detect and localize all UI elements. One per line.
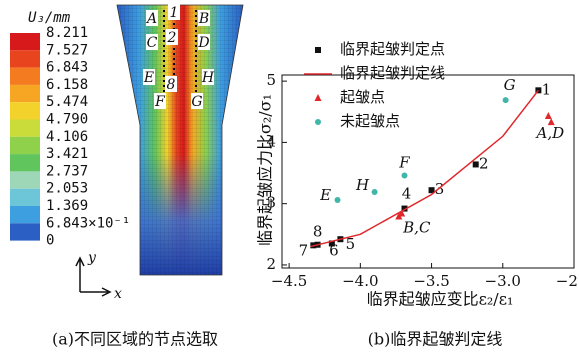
y-tick-label: 3 — [266, 194, 276, 212]
point-label: 8 — [313, 223, 323, 241]
point — [503, 97, 509, 103]
legend-label: 临界起皱判定点 — [340, 40, 445, 58]
x-tick-label: −4.5 — [271, 272, 307, 290]
colorbar-label: 1.369 — [46, 198, 88, 214]
node-label: A — [145, 11, 157, 27]
colorbar-label: 3.421 — [46, 146, 88, 162]
caption: (a)不同区域的节点选取 — [52, 330, 218, 349]
page: { "panel_a": { "colorbar_title": "U₃/mm"… — [0, 0, 579, 357]
colorbar-band — [10, 33, 40, 50]
figure: U₃/mm (a)不同区域的节点选取 (b)临界起皱判定线 临界起皱应变比ε₂/… — [0, 0, 579, 357]
point-label: A,D — [535, 124, 565, 142]
colorbar-label: 6.843×10⁻¹ — [46, 215, 130, 231]
point — [473, 161, 479, 167]
colorbar-label: 4.106 — [46, 129, 88, 145]
legend-marker — [315, 119, 321, 125]
y-axis-label: 临界起皱应力比σ₂/σ₁ — [256, 94, 275, 246]
point-label: 7 — [299, 241, 309, 259]
legend-marker — [315, 47, 321, 53]
point — [335, 197, 341, 203]
node-label: F — [154, 94, 166, 110]
colorbar-label: 6.843 — [46, 60, 88, 76]
point-label: 4 — [402, 185, 412, 203]
node-label: D — [197, 35, 209, 51]
colorbar-band — [10, 85, 40, 102]
point-label: E — [319, 186, 331, 204]
point-label: 1 — [542, 80, 552, 98]
contour-image — [117, 5, 243, 275]
colorbar-title: U₃/mm — [28, 10, 71, 26]
caption: (b)临界起皱判定线 — [368, 330, 503, 349]
node-label: 8 — [167, 77, 176, 93]
point-label: 3 — [435, 180, 445, 198]
point — [545, 112, 552, 119]
colorbar-band — [10, 120, 40, 137]
point — [548, 118, 555, 125]
node-label: H — [201, 70, 215, 86]
colorbar-band — [10, 102, 40, 119]
point — [401, 172, 407, 178]
colorbar-label: 0 — [46, 233, 54, 249]
node-label: B — [198, 11, 209, 27]
y-tick-label: 4 — [266, 132, 276, 150]
colorbar-label: 7.527 — [46, 42, 88, 58]
colorbar-label: 8.211 — [46, 25, 88, 41]
legend-label: 未起皱点 — [340, 112, 400, 130]
colorbar-label: 2.737 — [46, 163, 88, 179]
point-label: 2 — [479, 154, 489, 172]
node-label: C — [147, 35, 158, 51]
colorbar-band — [10, 206, 40, 223]
plot-frame — [282, 75, 574, 268]
point-label: F — [398, 153, 410, 171]
point-label: B,C — [402, 219, 431, 237]
x-tick-label: −3.5 — [413, 272, 449, 290]
axis-label: x — [114, 286, 122, 302]
point-label: 6 — [329, 241, 339, 259]
colorbar-label: 5.474 — [46, 94, 88, 110]
x-axis-label: 临界起皱应变比ε₂/ε₁ — [367, 290, 514, 309]
axis-label: y — [87, 250, 97, 266]
node-label: 2 — [167, 30, 177, 46]
node-label: G — [191, 94, 202, 110]
colorbar-band — [10, 50, 40, 67]
legend-label: 起皱点 — [340, 88, 385, 106]
colorbar-label: 4.790 — [46, 112, 88, 128]
node-label: E — [143, 70, 154, 86]
x-tick-label: −2.5 — [556, 272, 579, 290]
point — [372, 189, 378, 195]
x-tick-label: −4.0 — [342, 272, 378, 290]
colorbar-band — [10, 171, 40, 188]
point-label: G — [504, 76, 516, 94]
legend-marker — [315, 94, 322, 101]
colorbar-label: 6.158 — [46, 77, 88, 93]
point-label: H — [355, 176, 370, 194]
colorbar-band — [10, 223, 40, 240]
legend-label: 临界起皱判定线 — [340, 64, 445, 82]
colorbar-label: 2.053 — [46, 181, 88, 197]
colorbar-band — [10, 189, 40, 206]
y-tick-label: 2 — [266, 255, 276, 273]
x-tick-label: −3.0 — [485, 272, 521, 290]
colorbar-band — [10, 154, 40, 171]
y-tick-label: 5 — [266, 71, 276, 89]
colorbar-band — [10, 68, 40, 85]
colorbar-band — [10, 137, 40, 154]
node-label: 1 — [170, 5, 179, 21]
